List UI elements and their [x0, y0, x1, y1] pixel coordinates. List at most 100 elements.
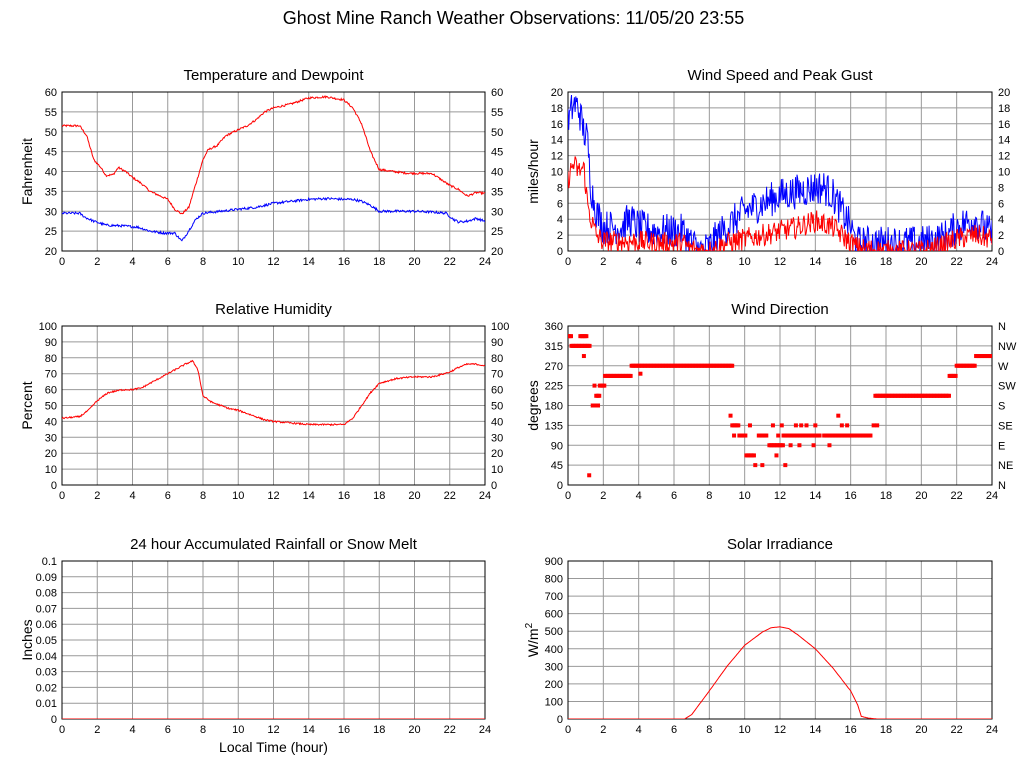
direction-point — [597, 393, 602, 398]
x-tick-label: 24 — [986, 724, 998, 736]
x-tick-label: 2 — [94, 256, 100, 268]
x-tick-label: 16 — [845, 490, 857, 502]
y-right-tick-label: 12 — [998, 151, 1010, 163]
x-tick-label: 24 — [479, 724, 491, 736]
y-right-tick-label: 50 — [491, 127, 503, 139]
y-tick-label: 60 — [45, 87, 57, 99]
x-tick-label: 16 — [338, 724, 350, 736]
direction-point — [743, 433, 748, 438]
x-tick-label: 4 — [636, 724, 642, 736]
x-tick-label: 2 — [600, 256, 606, 268]
y-tick-label: 20 — [551, 87, 563, 99]
y-tick-label: 45 — [45, 147, 57, 159]
direction-point — [799, 423, 804, 428]
x-tick-label: 18 — [880, 490, 892, 502]
direction-point — [638, 371, 643, 376]
y-axis-label-text: Inches — [19, 619, 35, 660]
x-tick-label: 24 — [986, 490, 998, 502]
y-axis-label-text: Fahrenheit — [19, 138, 35, 205]
x-tick-label: 8 — [200, 724, 206, 736]
y-axis-label-text: degrees — [525, 380, 541, 431]
y-right-tick-label: E — [998, 440, 1005, 452]
x-tick-label: 2 — [94, 490, 100, 502]
y-right-tick-label: 90 — [491, 337, 503, 349]
x-tick-label: 12 — [267, 256, 279, 268]
y-tick-label: 135 — [545, 420, 563, 432]
rh-plot-frame — [61, 325, 486, 486]
rain-y-axis-label: Inches — [19, 619, 35, 660]
y-right-tick-label: 0 — [491, 480, 497, 492]
y-tick-label: 4 — [557, 214, 563, 226]
y-right-tick-label: 20 — [491, 448, 503, 460]
direction-point — [780, 443, 785, 448]
direction-point — [764, 433, 769, 438]
x-tick-label: 10 — [232, 256, 244, 268]
direction-point — [953, 373, 958, 378]
y-tick-label: 0.08 — [36, 588, 57, 600]
direction-point — [779, 423, 784, 428]
temp-series-line — [62, 95, 485, 215]
x-tick-label: 14 — [809, 724, 821, 736]
temp-series-line — [62, 196, 485, 242]
direction-point — [736, 423, 741, 428]
x-tick-label: 12 — [774, 724, 786, 736]
y-right-tick-label: 30 — [491, 206, 503, 218]
wind-data — [568, 94, 992, 251]
y-tick-label: 0.03 — [36, 667, 57, 679]
solar-plot-frame — [567, 560, 993, 720]
y-tick-label: 900 — [545, 556, 563, 568]
x-tick-label: 12 — [267, 724, 279, 736]
x-tick-label: 20 — [408, 490, 420, 502]
rh-y-axis-label: Percent — [19, 381, 35, 429]
y-right-tick-label: 70 — [491, 369, 503, 381]
x-tick-label: 18 — [880, 256, 892, 268]
x-tick-label: 16 — [338, 490, 350, 502]
y-tick-label: 0.07 — [36, 603, 57, 615]
x-tick-label: 14 — [809, 256, 821, 268]
x-tick-label: 8 — [706, 256, 712, 268]
direction-point — [875, 423, 880, 428]
x-tick-label: 2 — [600, 724, 606, 736]
y-tick-label: 0.04 — [36, 651, 57, 663]
y-tick-label: 100 — [39, 321, 57, 333]
direction-point — [839, 423, 844, 428]
x-tick-label: 16 — [338, 256, 350, 268]
direction-point — [783, 463, 788, 468]
x-tick-label: 14 — [303, 490, 315, 502]
y-tick-label: 80 — [45, 353, 57, 365]
direction-point — [596, 403, 601, 408]
y-right-tick-label: 4 — [998, 214, 1004, 226]
y-tick-label: 0 — [51, 714, 57, 726]
y-right-tick-label: 18 — [998, 103, 1010, 115]
y-tick-label: 0 — [557, 246, 563, 258]
x-tick-label: 14 — [303, 724, 315, 736]
x-tick-label: 0 — [59, 256, 65, 268]
y-right-tick-label: 0 — [998, 246, 1004, 258]
wind-y-axis-label: miles/hour — [525, 139, 541, 204]
x-tick-label: 6 — [671, 490, 677, 502]
y-tick-label: 60 — [45, 385, 57, 397]
dir-title: Wind Direction — [731, 301, 829, 318]
dir-y-axis-label: degrees — [525, 380, 541, 431]
y-tick-label: 2 — [557, 230, 563, 242]
y-right-tick-label: W — [998, 361, 1009, 373]
direction-point — [845, 423, 850, 428]
direction-point — [728, 413, 733, 418]
temp-title: Temperature and Dewpoint — [183, 67, 364, 84]
y-tick-label: 0 — [557, 714, 563, 726]
y-tick-label: 0.02 — [36, 682, 57, 694]
direction-point — [628, 373, 633, 378]
direction-point — [747, 423, 752, 428]
y-tick-label: 25 — [45, 226, 57, 238]
temp-plot-frame — [61, 91, 486, 252]
y-tick-label: 45 — [551, 460, 563, 472]
direction-point — [584, 334, 589, 339]
x-tick-label: 8 — [706, 490, 712, 502]
direction-point — [587, 343, 592, 348]
y-right-tick-label: 30 — [491, 432, 503, 444]
y-tick-label: 225 — [545, 381, 563, 393]
y-tick-label: 360 — [545, 321, 563, 333]
y-axis-label-text: W/m — [525, 628, 541, 657]
